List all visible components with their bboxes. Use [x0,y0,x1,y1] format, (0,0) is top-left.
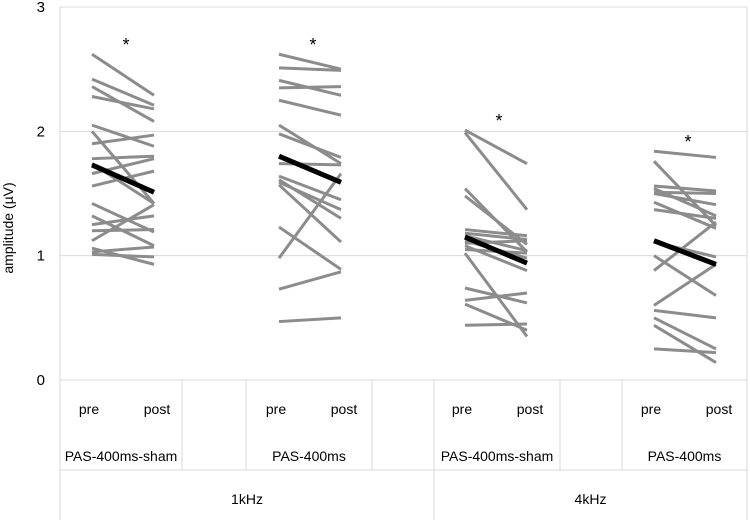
subject-line [91,214,155,227]
subject-line [653,263,717,307]
subject-line [91,154,155,161]
subject-line [464,302,528,332]
post-label: post [331,401,358,417]
subject-line [278,98,342,117]
y-tick-label: 2 [37,123,45,140]
y-axis-label: amplitude (µV) [0,182,16,273]
condition-label: PAS-400ms [648,448,722,464]
mean-line [90,162,156,195]
mean-line [464,234,528,266]
subject-line [91,52,155,97]
subject-line [278,316,342,324]
subject-line [278,174,342,202]
subject-line [653,192,717,207]
subject-line [653,316,717,351]
subject-line [278,132,342,159]
subject-line [464,231,528,241]
subject-line [653,184,717,193]
subject-line [91,202,155,234]
post-label: post [706,401,733,417]
y-tick-labels: 0 1 2 3 [37,0,45,389]
subject-line [91,245,155,254]
post-label: post [517,401,544,417]
x-axis-labels: pre post PAS-400ms-sham pre post PAS-400ms pre… [65,401,733,507]
subject-line [91,77,155,107]
post-label: post [144,401,171,417]
significance-star: * [309,35,316,55]
condition-label: PAS-400ms-sham [441,448,554,464]
subject-line [653,208,717,220]
pre-label: pre [452,401,472,417]
subject-line [464,128,528,165]
subject-line [278,225,342,271]
y-tick-label: 1 [37,248,45,265]
y-tick-label: 0 [37,372,45,389]
subject-line [464,228,528,238]
mean-line [653,238,717,267]
subject-line [91,252,155,259]
subject-line [277,172,343,260]
y-tick-label: 3 [37,0,45,16]
subject-line [463,131,529,211]
subject-line [91,228,155,233]
grid-lines [60,6,747,381]
subject-line [653,220,717,272]
pre-label: pre [641,401,661,417]
subject-lines [90,52,718,364]
significance-star: * [122,35,129,55]
subject-line [278,52,342,71]
condition-label: PAS-400ms [272,448,346,464]
significance-star: * [495,111,502,131]
subject-line [464,322,528,327]
subject-line [278,270,342,291]
subject-line [653,347,717,355]
significance-star: * [684,132,691,152]
subject-line [653,324,717,364]
condition-label: PAS-400ms-sham [65,448,178,464]
subject-line [278,66,342,72]
category-table-borders [59,7,748,520]
subject-line [464,291,528,302]
subject-line [91,95,155,111]
subject-line [91,133,155,146]
pre-label: pre [266,401,286,417]
subject-line [653,149,717,159]
subject-line [278,85,342,90]
mean-line [278,153,342,185]
mean-lines [90,153,717,267]
frequency-label: 1kHz [231,491,263,507]
subject-line [464,194,528,246]
frequency-label: 4kHz [575,491,607,507]
subject-line [278,162,342,167]
significance-markers: * * * * [122,35,691,152]
subject-line [91,203,155,243]
pre-label: pre [79,401,99,417]
subject-line [91,123,155,148]
subject-line [653,308,717,320]
subject-line [653,190,717,195]
subject-line [278,180,342,212]
